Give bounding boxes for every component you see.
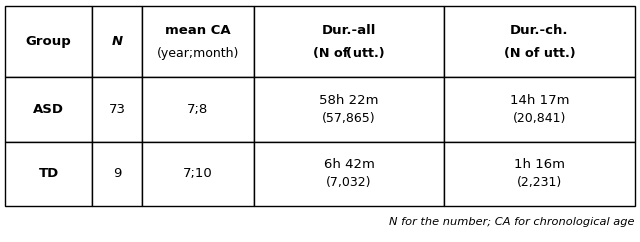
- Bar: [142, 142, 254, 206]
- Text: TD: TD: [38, 167, 59, 180]
- Text: 1h 16m: 1h 16m: [514, 158, 565, 171]
- Text: 7;8: 7;8: [188, 103, 209, 116]
- Text: (7,032): (7,032): [326, 176, 372, 189]
- Text: N: N: [111, 35, 122, 48]
- Text: (2,231): (2,231): [517, 176, 562, 189]
- Text: (year;month): (year;month): [157, 47, 239, 60]
- Bar: [444, 142, 635, 206]
- Bar: [5, 77, 92, 142]
- Bar: [444, 77, 635, 142]
- Bar: [254, 6, 444, 77]
- Text: Dur.-all: Dur.-all: [322, 24, 376, 37]
- Bar: [444, 6, 635, 77]
- Text: ASD: ASD: [33, 103, 64, 116]
- Bar: [5, 6, 92, 77]
- Text: Dur.-ch.: Dur.-ch.: [510, 24, 569, 37]
- Bar: [5, 142, 92, 206]
- Bar: [142, 77, 254, 142]
- Bar: [92, 6, 142, 77]
- Bar: [142, 6, 254, 77]
- Bar: [92, 142, 142, 206]
- Text: mean CA: mean CA: [165, 24, 230, 37]
- Bar: [254, 77, 444, 142]
- Text: 6h 42m: 6h 42m: [324, 158, 374, 171]
- Text: 58h 22m: 58h 22m: [319, 94, 379, 107]
- Text: (​N​ of utt.): (​N​ of utt.): [313, 47, 385, 60]
- Text: (: (: [346, 47, 352, 60]
- Text: 14h 17m: 14h 17m: [509, 94, 569, 107]
- Text: N for the number; CA for chronological age: N for the number; CA for chronological a…: [389, 217, 635, 227]
- Text: 9: 9: [113, 167, 121, 180]
- Text: Group: Group: [26, 35, 72, 48]
- Text: (​N​ of utt.): (​N​ of utt.): [504, 47, 575, 60]
- Bar: [254, 142, 444, 206]
- Bar: [92, 77, 142, 142]
- Text: 73: 73: [108, 103, 125, 116]
- Text: 7;10: 7;10: [183, 167, 212, 180]
- Text: (20,841): (20,841): [513, 112, 566, 125]
- Text: (57,865): (57,865): [322, 112, 376, 125]
